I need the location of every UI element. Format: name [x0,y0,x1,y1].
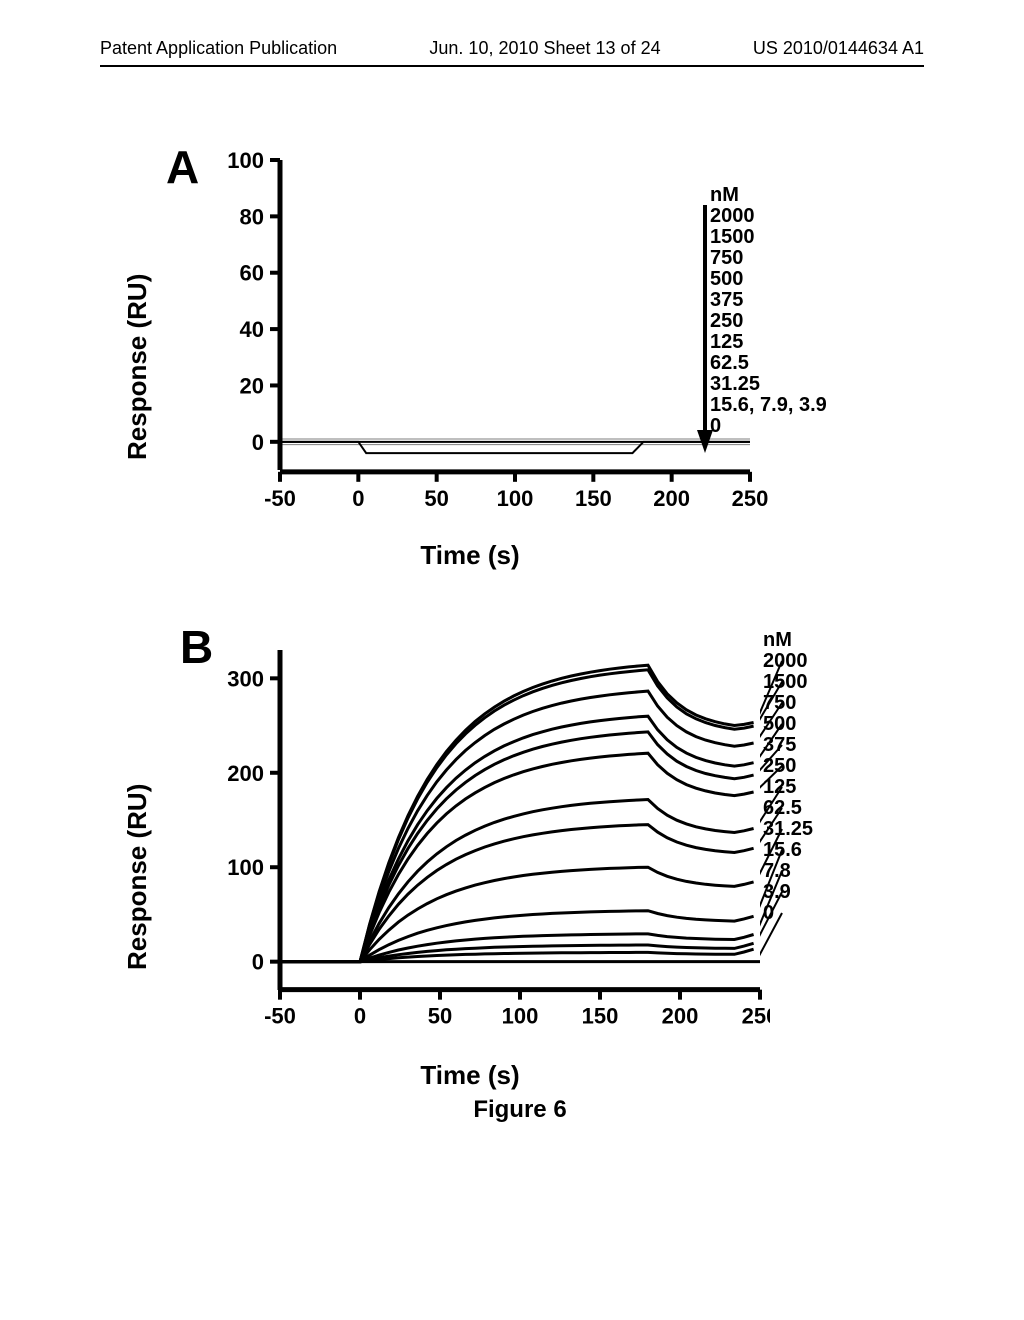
panel-b-label: B [180,620,213,674]
svg-text:0: 0 [252,950,264,975]
panel-a-arrow-icon [695,205,715,455]
panel-b-legend-header: nM [763,630,813,651]
svg-text:100: 100 [502,1004,539,1029]
svg-text:100: 100 [227,150,264,173]
legend-item: 62.5 [735,798,813,819]
svg-text:50: 50 [428,1004,452,1029]
figure-container: A Response (RU) 020406080100-50050100150… [140,150,900,1190]
svg-text:0: 0 [352,486,364,511]
svg-text:300: 300 [227,666,264,691]
legend-item: 3.9 [735,882,813,903]
legend-item: 250 [710,311,827,332]
panel-a-chart: 0 20 40 60 80 100 -50 0 50 100 150 200 250 [210,150,770,530]
legend-item: 125 [710,332,827,353]
legend-item: 1500 [735,672,813,693]
legend-item: 2000 [710,206,827,227]
legend-item: 31.25 [710,374,827,395]
svg-text:20: 20 [240,373,264,398]
svg-text:60: 60 [240,261,264,286]
legend-item: 125 [735,777,813,798]
legend-item: 375 [735,735,813,756]
svg-text:0: 0 [354,1004,366,1029]
header-right: US 2010/0144634 A1 [753,38,924,59]
legend-item: 375 [710,290,827,311]
legend-item: 1500 [710,227,827,248]
legend-item: 15.6 [735,840,813,861]
svg-text:-50: -50 [264,1004,296,1029]
svg-text:250: 250 [732,486,769,511]
panel-b-legend: nM 2000150075050037525012562.531.2515.67… [735,630,813,924]
legend-item: 15.6, 7.9, 3.9 [710,395,827,416]
legend-item: 7.8 [735,861,813,882]
svg-text:50: 50 [424,486,448,511]
panel-b-chart: 0 100 200 300 -50 0 50 100 150 200 250 [210,630,770,1050]
legend-item: 500 [710,269,827,290]
panel-b: B Response (RU) 0100200300-5005010015020… [140,630,900,1150]
svg-text:0: 0 [252,430,264,455]
header-center: Jun. 10, 2010 Sheet 13 of 24 [429,38,660,59]
svg-text:200: 200 [662,1004,699,1029]
figure-caption: Figure 6 [140,1096,900,1124]
legend-item: 31.25 [735,819,813,840]
svg-text:80: 80 [240,204,264,229]
panel-a-ylabel: Response (RU) [122,274,153,460]
svg-text:40: 40 [240,317,264,342]
panel-b-xlabel: Time (s) [370,1060,570,1091]
panel-a-xlabel: Time (s) [370,540,570,571]
panel-b-ylabel: Response (RU) [122,784,153,970]
svg-text:200: 200 [653,486,690,511]
svg-text:150: 150 [575,486,612,511]
legend-item: 2000 [735,651,813,672]
panel-a: A Response (RU) 020406080100-50050100150… [140,150,900,590]
legend-item: 0 [710,416,827,437]
svg-text:200: 200 [227,761,264,786]
panel-a-legend-header: nM [710,185,827,206]
svg-text:100: 100 [497,486,534,511]
legend-item: 500 [735,714,813,735]
legend-item: 0 [735,903,813,924]
svg-text:150: 150 [582,1004,619,1029]
page-header: Patent Application Publication Jun. 10, … [100,38,924,67]
legend-item: 250 [735,756,813,777]
legend-item: 750 [710,248,827,269]
svg-text:250: 250 [742,1004,770,1029]
panel-a-legend: nM 2000150075050037525012562.531.2515.6,… [710,185,827,437]
panel-a-label: A [166,140,199,194]
svg-text:-50: -50 [264,486,296,511]
legend-item: 62.5 [710,353,827,374]
header-left: Patent Application Publication [100,38,337,59]
legend-item: 750 [735,693,813,714]
svg-text:100: 100 [227,855,264,880]
